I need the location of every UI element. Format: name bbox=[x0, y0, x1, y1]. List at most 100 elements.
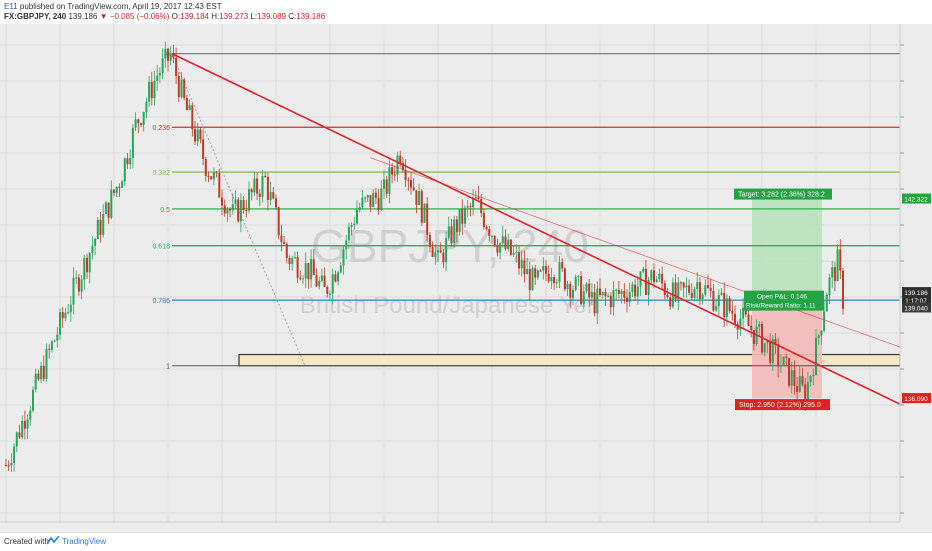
candle-body bbox=[628, 292, 631, 303]
candle-body bbox=[280, 235, 283, 243]
candle-body bbox=[464, 207, 466, 224]
high-label: H: bbox=[211, 12, 220, 21]
candle-body bbox=[15, 432, 18, 447]
low-label: L: bbox=[250, 12, 258, 21]
candle-body bbox=[148, 81, 151, 102]
candle-body bbox=[771, 339, 774, 363]
candle-body bbox=[153, 80, 156, 99]
candle-body bbox=[113, 189, 115, 194]
candle-body bbox=[420, 191, 423, 223]
candle-body bbox=[175, 57, 178, 77]
candle-body bbox=[115, 186, 118, 194]
candle-body bbox=[53, 340, 56, 342]
candle-body bbox=[661, 274, 664, 284]
candle-body bbox=[67, 312, 70, 314]
position-labels: Target: 3.282 (2.36%) 328.2 Open P&L: 0.1… bbox=[734, 188, 832, 411]
candle-body bbox=[785, 356, 788, 358]
price-tag-entry bbox=[902, 302, 931, 313]
candle-body bbox=[820, 330, 823, 336]
trendline-secondary bbox=[369, 157, 931, 359]
candle-body bbox=[307, 263, 310, 280]
candle-body bbox=[194, 129, 196, 142]
candle-body bbox=[731, 310, 734, 314]
candle-body bbox=[358, 207, 361, 211]
price-tag-target bbox=[902, 193, 931, 204]
candle-body bbox=[482, 212, 485, 228]
candle-body bbox=[545, 266, 547, 274]
target-label-box bbox=[734, 188, 832, 200]
candle-body bbox=[83, 257, 86, 280]
candle-body bbox=[774, 339, 777, 345]
candle-body bbox=[458, 208, 461, 233]
candle-body bbox=[542, 266, 545, 271]
candle-body bbox=[431, 247, 434, 257]
candle-body bbox=[804, 384, 807, 405]
candle-body bbox=[410, 180, 412, 188]
candle-body bbox=[21, 420, 24, 438]
candle-body bbox=[353, 223, 356, 226]
candle-body bbox=[720, 292, 723, 295]
candle-body bbox=[291, 258, 294, 265]
candle-body bbox=[275, 198, 277, 208]
candle-body bbox=[221, 197, 223, 206]
candle-body bbox=[242, 200, 245, 210]
candle-body bbox=[696, 282, 699, 289]
fib-label: 0.5 bbox=[160, 207, 170, 214]
candle-body bbox=[528, 268, 531, 291]
candle-body bbox=[572, 289, 574, 298]
candle-body bbox=[202, 139, 205, 159]
candle-body bbox=[161, 58, 164, 74]
candle-body bbox=[107, 202, 110, 218]
candle-body bbox=[56, 334, 59, 341]
candle-body bbox=[636, 286, 639, 297]
candle-body bbox=[531, 268, 534, 291]
candle-body bbox=[734, 313, 736, 325]
candle-body bbox=[59, 312, 61, 335]
candle-body bbox=[690, 292, 693, 298]
candle-body bbox=[698, 282, 701, 300]
candle-body bbox=[655, 279, 658, 283]
candle-body bbox=[204, 158, 207, 177]
candle-body bbox=[836, 249, 839, 282]
candle-body bbox=[356, 210, 358, 224]
candle-body bbox=[77, 277, 80, 292]
candle-body bbox=[364, 197, 367, 199]
chart-header: E11 published on TradingView.com, April … bbox=[0, 0, 932, 24]
candle-body bbox=[188, 105, 191, 111]
candle-body bbox=[310, 259, 313, 280]
candle-body bbox=[750, 325, 753, 331]
candle-body bbox=[539, 270, 542, 272]
candle-body bbox=[407, 179, 410, 181]
low-value: 139.089 bbox=[257, 12, 286, 21]
candle-body bbox=[164, 48, 167, 59]
candle-body bbox=[585, 283, 588, 292]
candle-body bbox=[23, 420, 26, 429]
candle-body bbox=[396, 155, 399, 175]
candle-body bbox=[256, 178, 259, 194]
candle-body bbox=[626, 297, 628, 303]
target-zone bbox=[752, 198, 822, 304]
candle-body bbox=[5, 464, 7, 466]
candle-body bbox=[129, 157, 132, 165]
price-tag-text: 136.090 bbox=[904, 396, 928, 403]
publisher-name[interactable]: E11 bbox=[4, 2, 18, 11]
candle-body bbox=[604, 291, 607, 297]
price-tag-text: 139.040 bbox=[904, 305, 928, 312]
candle-body bbox=[196, 129, 199, 142]
candle-body bbox=[96, 219, 99, 239]
candle-body bbox=[423, 203, 426, 223]
candle-body bbox=[809, 376, 812, 382]
candle-body bbox=[607, 295, 610, 297]
tradingview-brand[interactable]: TradingView bbox=[62, 537, 107, 546]
candle-body bbox=[442, 252, 445, 263]
candle-body bbox=[612, 290, 615, 308]
candle-body bbox=[261, 175, 264, 197]
symbol-label: FX:GBPJPY, 240 bbox=[4, 12, 67, 21]
candle-body bbox=[650, 270, 653, 281]
candle-body bbox=[493, 235, 496, 246]
candle-body bbox=[361, 197, 364, 208]
candle-body bbox=[302, 278, 304, 280]
candle-body bbox=[226, 209, 229, 214]
candle-body bbox=[704, 285, 707, 295]
